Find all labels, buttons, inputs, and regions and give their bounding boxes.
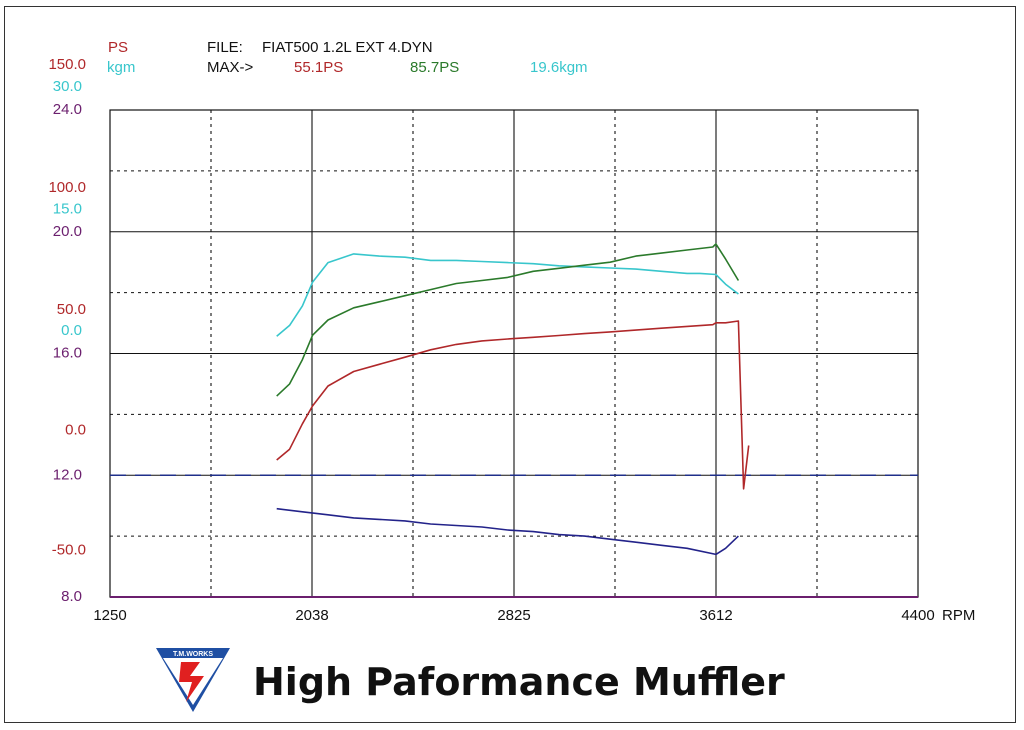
x-axis-label: RPM [942,607,975,624]
file-label: FILE: [207,39,243,56]
max-label: MAX-> [207,59,254,76]
kgm-tick-label: 30.0 [53,78,82,95]
max-kgm-value: 19.6kgm [530,59,588,76]
logo-brand-text: T.M.WORKS [173,651,213,658]
max-ps-value: 55.1PS [294,59,343,76]
ps-tick-label: 150.0 [48,56,86,73]
ps-tick-label: 100.0 [48,179,86,196]
y3-tick-label: 12.0 [53,466,82,483]
grid [109,109,919,598]
reference-lines [110,474,918,598]
axis-labels: 24.0 20.0 16.0 12.0 8.0 150.0 100.0 50.0 0.0 -50.… [48,56,975,624]
x-tick-label: 3612 [699,607,732,624]
chart-frame [4,6,1016,723]
series-line-green [276,243,740,397]
kgm-unit-label: kgm [107,59,135,76]
ps-tick-label: -50.0 [52,541,86,558]
x-tick-label: 1250 [93,607,126,624]
series-line-kgm [276,253,739,337]
series-lines [276,243,750,556]
tm-works-logo: T.M.WORKS [156,648,230,712]
y3-tick-label: 24.0 [53,101,82,118]
series-line-navy [276,507,739,556]
page-title: High Paformance Muffler [253,660,785,704]
max-green-value: 85.7PS [410,59,459,76]
kgm-tick-label: 15.0 [53,200,82,217]
y3-tick-label: 20.0 [53,223,82,240]
x-tick-label: 2038 [295,607,328,624]
kgm-tick-label: 0.0 [61,322,82,339]
x-tick-label: 4400 [901,607,934,624]
series-line-ps [276,320,750,490]
y3-tick-label: 8.0 [61,588,82,605]
x-tick-label: 2825 [497,607,530,624]
ps-unit-label: PS [108,39,128,56]
ps-tick-label: 50.0 [57,301,86,318]
logo-bolt-icon [179,662,204,702]
file-name: FIAT500 1.2L EXT 4.DYN [262,39,433,56]
y3-tick-label: 16.0 [53,345,82,362]
ps-tick-label: 0.0 [65,422,86,439]
